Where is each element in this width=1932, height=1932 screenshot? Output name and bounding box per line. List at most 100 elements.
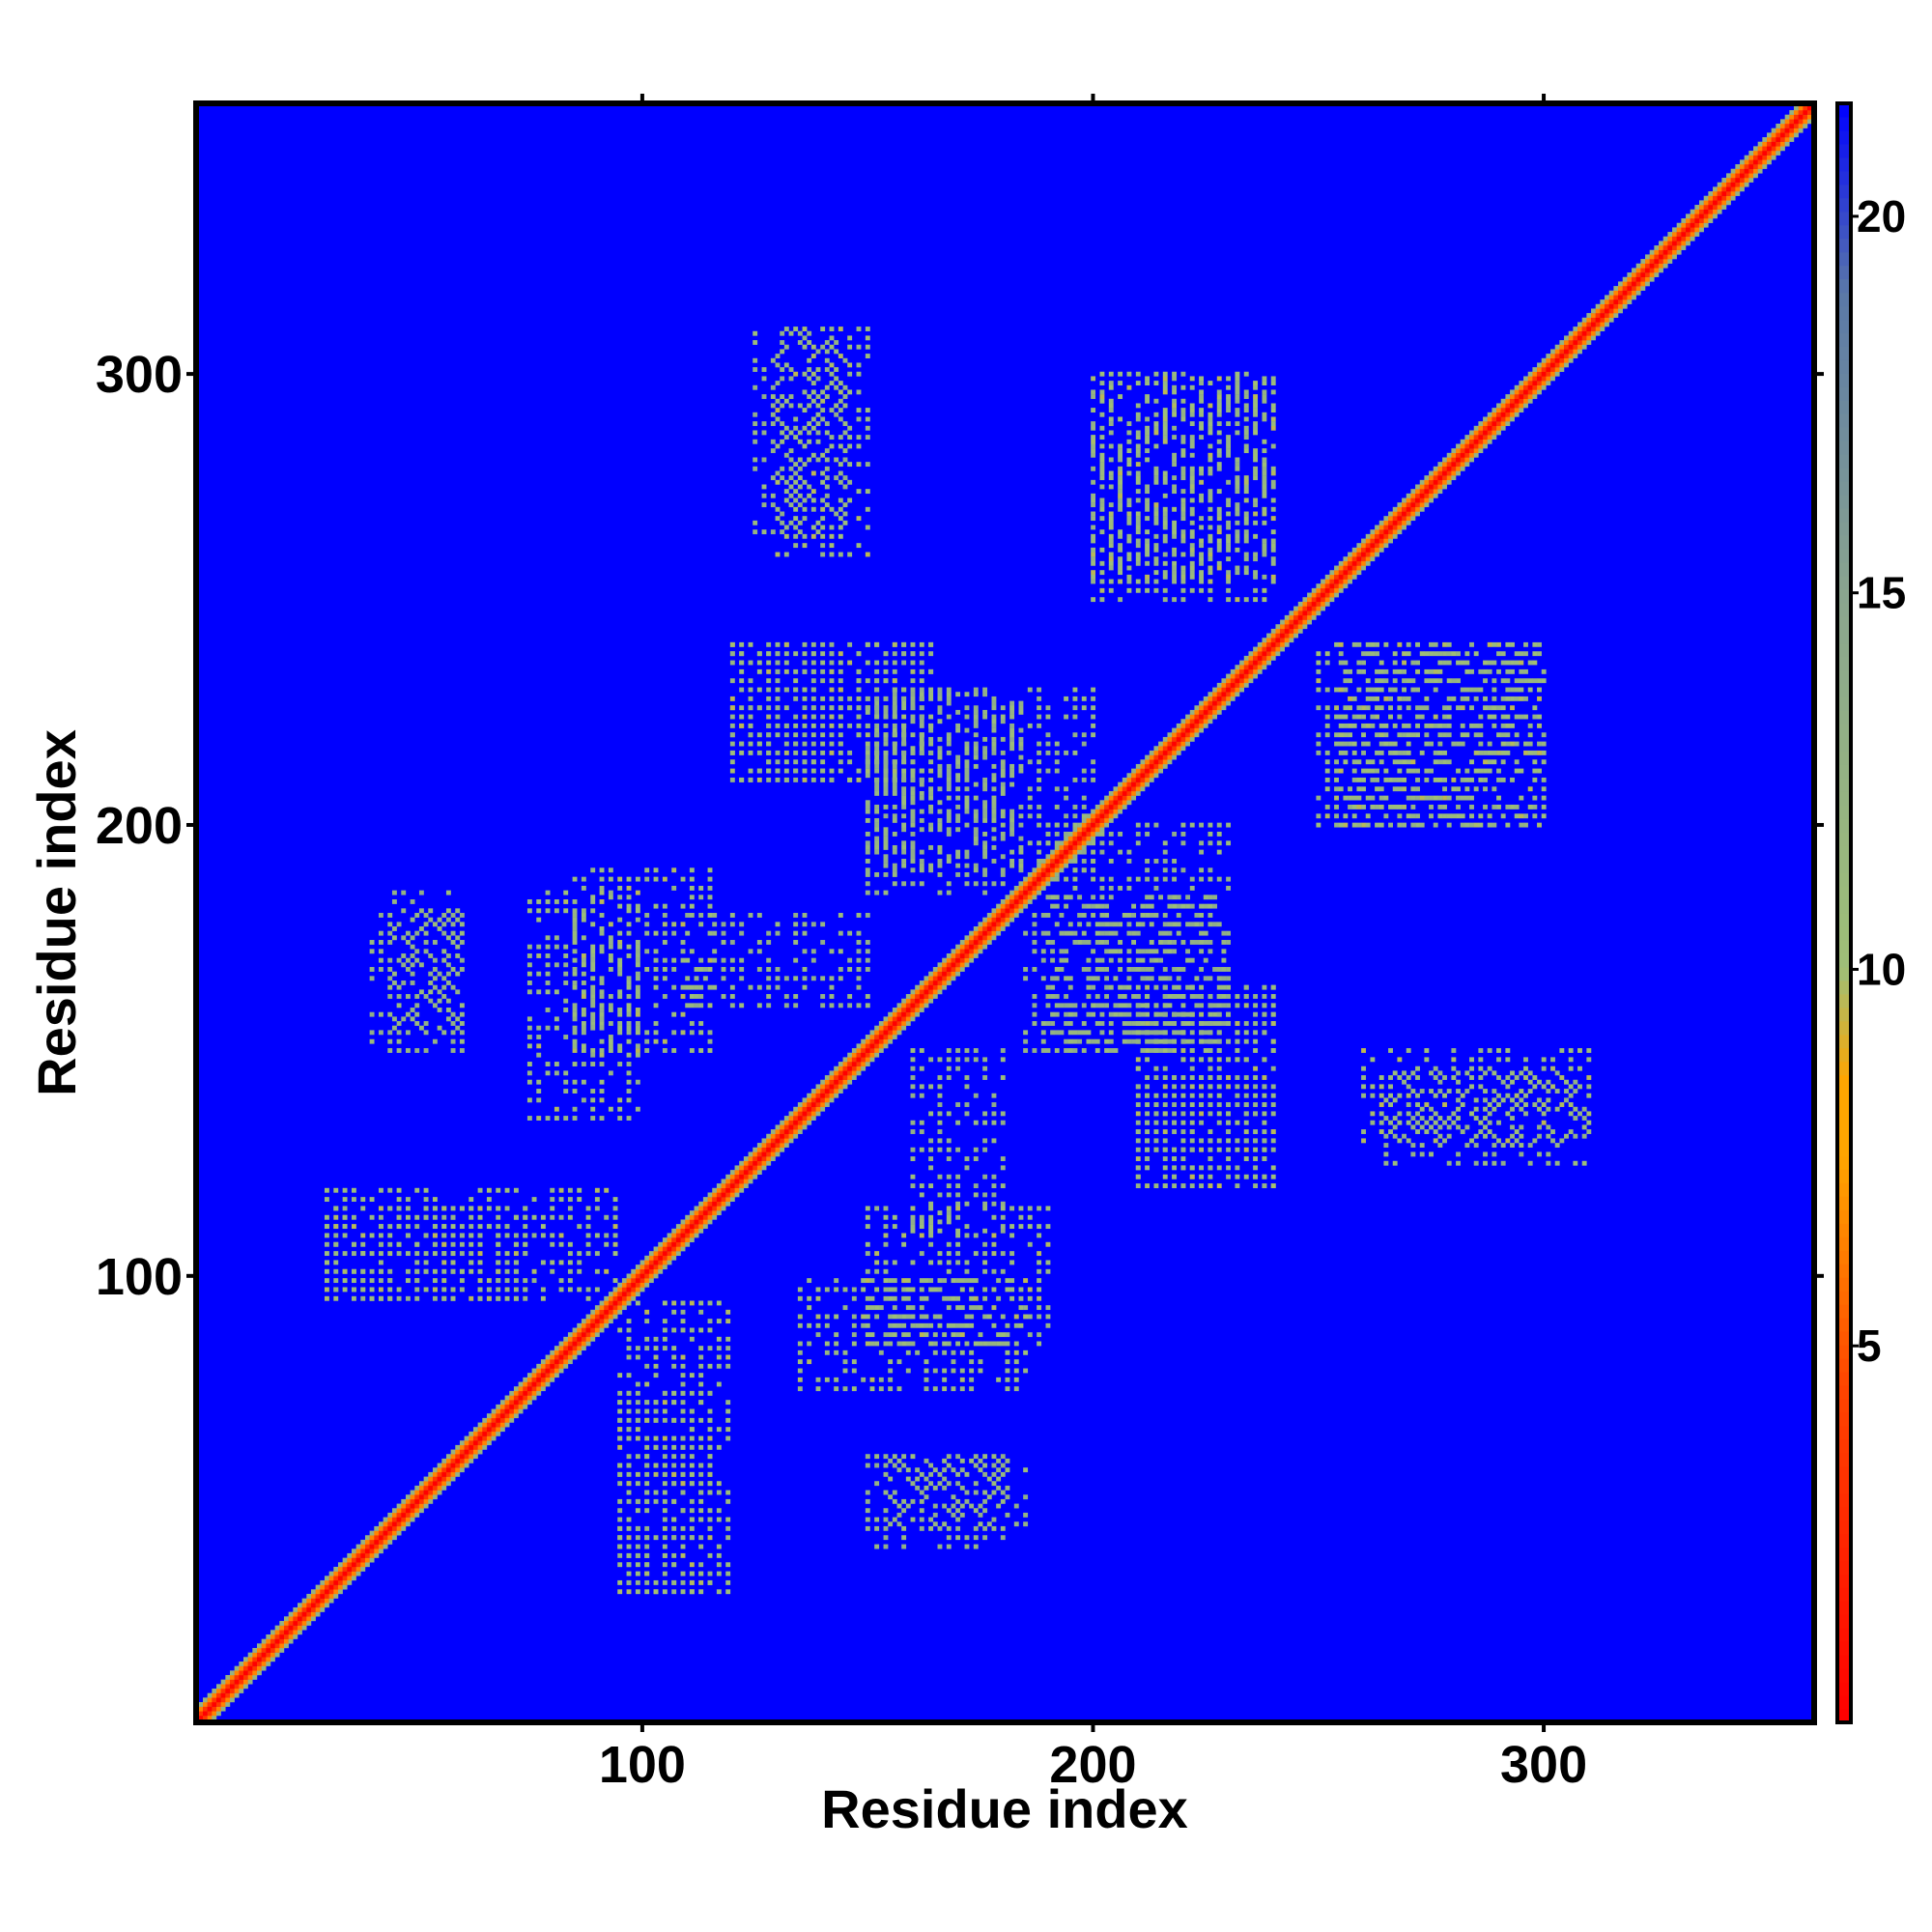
contact-cell [1442, 795, 1447, 801]
contact-cell [959, 1458, 965, 1463]
contact-cell [1000, 1341, 1006, 1347]
contact-cell [1478, 768, 1484, 774]
contact-cell [829, 533, 835, 539]
contact-cell [545, 1070, 551, 1076]
contact-cell [946, 1544, 952, 1549]
contact-cell [797, 1359, 803, 1365]
contact-cell [572, 1016, 578, 1022]
contact-cell [1460, 813, 1465, 819]
contact-cell [333, 1187, 339, 1193]
contact-cell [1153, 1102, 1159, 1107]
contact-cell [662, 1408, 668, 1414]
contact-cell [1226, 479, 1232, 485]
contact-cell [1437, 660, 1443, 666]
contact-cell [964, 1341, 970, 1347]
contact-cell [815, 1287, 821, 1293]
contact-cell [1099, 394, 1105, 400]
contact-cell [1208, 565, 1213, 571]
contact-cell [1519, 696, 1524, 701]
contact-cell [1131, 1030, 1137, 1036]
contact-cell [1541, 732, 1547, 738]
contact-cell [1153, 520, 1159, 526]
contact-cell [1145, 1048, 1151, 1053]
contact-cell [671, 957, 677, 963]
contact-cell [1023, 1494, 1029, 1500]
contact-cell [653, 967, 659, 972]
contact-cell [1343, 795, 1349, 801]
contact-cell [617, 1400, 623, 1406]
contact-cell [1424, 1048, 1430, 1053]
contact-cell [581, 917, 586, 923]
contact-cell [441, 930, 447, 936]
contact-cell [955, 1233, 961, 1238]
contact-cell [1122, 994, 1127, 999]
contact-cell [1009, 763, 1015, 769]
contact-cell [644, 930, 650, 936]
contact-cell [910, 809, 916, 814]
contact-cell [1189, 1174, 1195, 1179]
contact-cell [1235, 994, 1240, 999]
contact-cell [969, 1386, 975, 1392]
contact-cell [865, 817, 870, 823]
contact-cell [761, 529, 767, 535]
contact-cell [1149, 957, 1154, 963]
contact-cell [1370, 687, 1376, 693]
contact-cell [698, 1363, 704, 1369]
contact-cell [689, 913, 695, 918]
contact-cell [1040, 957, 1046, 963]
contact-cell [1189, 475, 1195, 481]
contact-cell [865, 462, 870, 468]
contact-cell [1532, 660, 1538, 666]
contact-cell [838, 552, 843, 557]
contact-cell [1145, 516, 1151, 522]
contact-cell [1226, 984, 1232, 990]
contact-cell [919, 863, 924, 868]
contact-cell [1108, 560, 1114, 566]
contact-cell [937, 1057, 943, 1063]
contact-cell [955, 1481, 961, 1487]
contact-cell [1514, 1129, 1520, 1134]
contact-cell [1067, 922, 1073, 927]
contact-cell [1392, 723, 1398, 728]
contact-cell [689, 1408, 695, 1414]
contact-cell [883, 844, 889, 850]
contact-cell [982, 844, 988, 850]
contact-cell [1091, 394, 1096, 400]
contact-cell [1032, 1048, 1037, 1053]
contact-cell [1018, 1224, 1024, 1230]
contact-cell [820, 327, 826, 331]
contact-cell [910, 1219, 916, 1225]
contact-cell [1013, 1368, 1019, 1374]
contact-cell [810, 660, 816, 666]
contact-cell [838, 327, 843, 331]
contact-cell [391, 899, 397, 904]
contact-cell [387, 1268, 393, 1274]
contact-cell [617, 1106, 623, 1112]
contact-cell [585, 1251, 591, 1257]
contact-cell [1145, 560, 1151, 566]
contact-cell [1189, 574, 1195, 580]
contact-cell [874, 890, 880, 895]
contact-cell [653, 876, 659, 882]
contact-cell [829, 641, 835, 647]
contact-cell [951, 1512, 956, 1518]
contact-cell [982, 800, 988, 806]
contact-cell [1216, 421, 1222, 427]
contact-cell [810, 416, 816, 422]
contact-cell [635, 1079, 640, 1085]
contact-cell [1180, 475, 1186, 481]
contact-cell [662, 1535, 668, 1541]
contact-cell [716, 1381, 722, 1387]
contact-cell [617, 1327, 623, 1333]
contact-cell [964, 809, 970, 814]
contact-cell [558, 1287, 564, 1293]
contact-cell [770, 502, 776, 508]
contact-cell [1226, 398, 1232, 404]
contact-cell [1226, 1075, 1232, 1080]
contact-cell [1023, 1350, 1029, 1355]
contact-cell [1541, 1057, 1547, 1063]
contact-cell [1487, 1129, 1492, 1134]
contact-cell [523, 1224, 528, 1230]
contact-cell [1243, 984, 1249, 990]
contact-cell [721, 922, 726, 927]
